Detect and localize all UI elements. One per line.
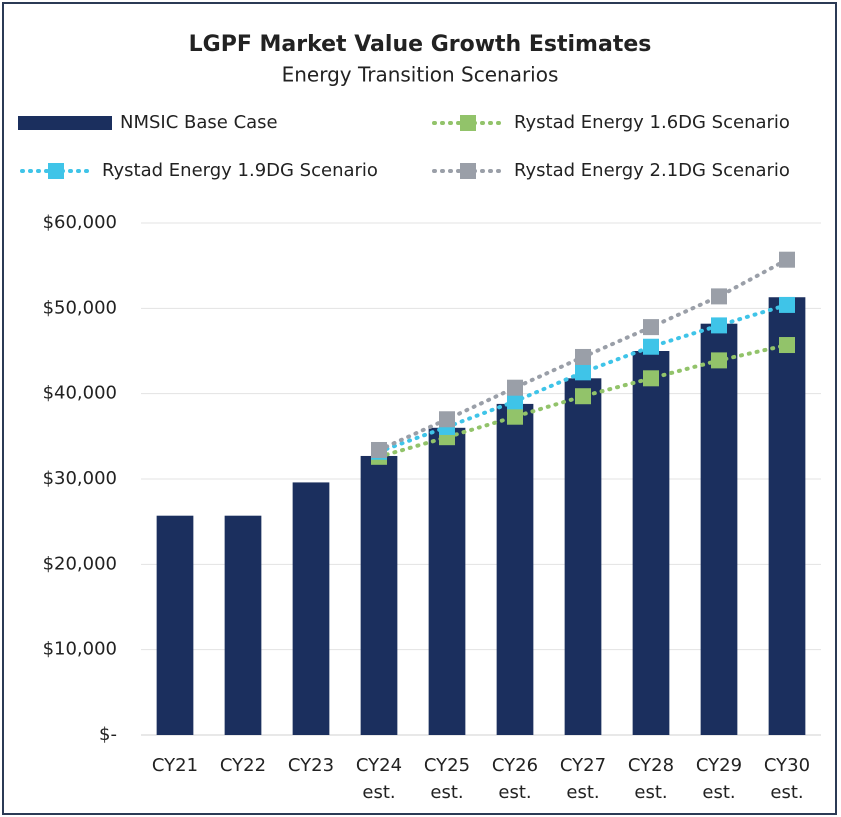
series-marker: [575, 364, 591, 381]
legend-label: Rystad Energy 2.1DG Scenario: [514, 160, 790, 181]
x-tick-label: CY23: [288, 755, 334, 776]
y-tick-label: $20,000: [43, 553, 117, 574]
series-marker: [643, 370, 659, 387]
series-marker: [779, 296, 795, 313]
legend-label: Rystad Energy 1.9DG Scenario: [102, 160, 378, 181]
series-marker: [575, 388, 591, 405]
x-tick-label: est.: [430, 782, 463, 803]
legend-marker: [48, 163, 64, 179]
series-marker: [643, 338, 659, 355]
y-tick-label: $30,000: [43, 468, 117, 489]
legend-label: NMSIC Base Case: [120, 112, 278, 133]
x-tick-label: est.: [362, 782, 395, 803]
legend-marker: [460, 163, 476, 179]
series-marker: [507, 379, 523, 396]
bar: [224, 515, 262, 735]
legend-swatch: [18, 116, 112, 130]
series-marker: [439, 411, 455, 428]
series-marker: [779, 251, 795, 268]
legend-marker: [460, 115, 476, 131]
series-marker: [507, 393, 523, 410]
bar: [632, 351, 670, 735]
x-tick-label: CY22: [220, 755, 266, 776]
series-marker: [711, 288, 727, 305]
series-marker: [575, 348, 591, 365]
series-marker: [711, 352, 727, 369]
series-marker: [643, 319, 659, 336]
series-marker: [711, 317, 727, 334]
bar: [564, 378, 602, 735]
bar: [496, 403, 534, 735]
x-tick-label: est.: [498, 782, 531, 803]
series-marker: [779, 337, 795, 354]
bar: [292, 482, 330, 735]
bar: [768, 297, 806, 735]
bar: [700, 323, 738, 735]
x-tick-label: CY27: [560, 755, 606, 776]
x-tick-label: CY30: [764, 755, 810, 776]
x-tick-label: CY29: [696, 755, 742, 776]
x-tick-label: CY25: [424, 755, 470, 776]
series-marker: [507, 408, 523, 425]
x-tick-label: CY21: [152, 755, 198, 776]
series-marker: [371, 441, 387, 458]
y-tick-label: $60,000: [43, 212, 117, 233]
y-tick-label: $50,000: [43, 297, 117, 318]
legend-label: Rystad Energy 1.6DG Scenario: [514, 112, 790, 133]
x-tick-label: CY24: [356, 755, 402, 776]
y-tick-label: $-: [99, 724, 117, 745]
chart-title: LGPF Market Value Growth Estimates: [189, 32, 652, 57]
y-tick-label: $10,000: [43, 639, 117, 660]
bar: [156, 515, 194, 735]
bar: [428, 427, 466, 735]
x-tick-label: est.: [770, 782, 803, 803]
y-tick-label: $40,000: [43, 383, 117, 404]
x-tick-label: est.: [634, 782, 667, 803]
bar: [360, 455, 398, 735]
chart-subtitle: Energy Transition Scenarios: [282, 63, 559, 87]
x-tick-label: CY28: [628, 755, 674, 776]
x-tick-label: est.: [566, 782, 599, 803]
x-tick-label: est.: [702, 782, 735, 803]
x-tick-label: CY26: [492, 755, 538, 776]
